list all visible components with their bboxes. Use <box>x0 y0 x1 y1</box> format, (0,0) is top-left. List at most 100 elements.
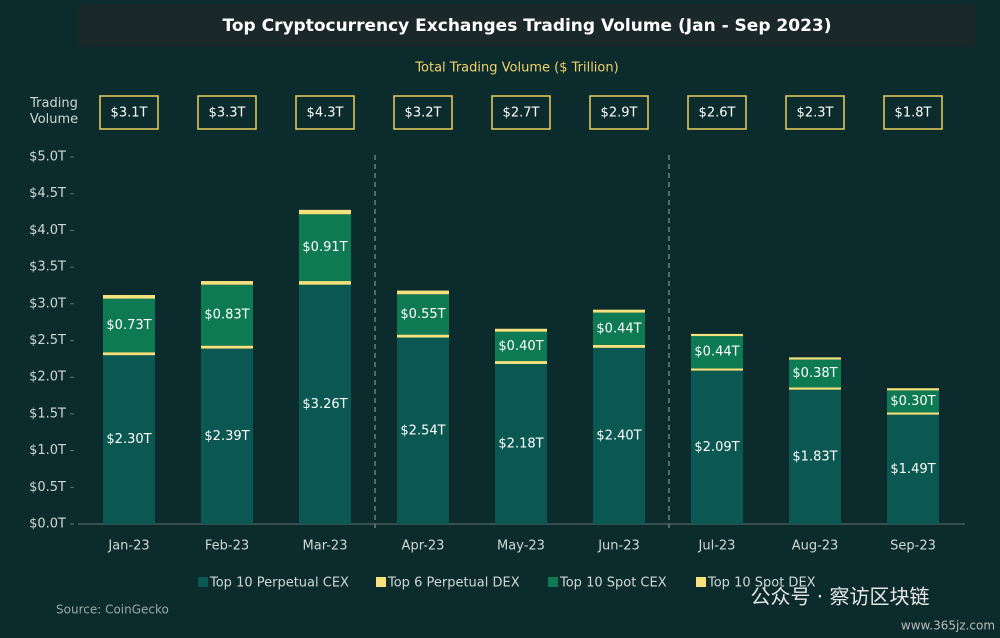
data-label: $0.30T <box>890 394 935 409</box>
data-label: $0.83T <box>204 308 249 323</box>
bar-segment <box>299 214 351 282</box>
bar-segment <box>495 331 547 362</box>
totals-label: Trading Volume <box>29 96 79 127</box>
y-tick-label: $1.5T <box>29 406 66 421</box>
bar-segment <box>789 389 841 524</box>
bar-segment <box>397 334 449 338</box>
total-box <box>295 95 355 130</box>
total-label: $2.3T <box>797 106 834 121</box>
data-label: $0.91T <box>302 240 347 255</box>
bar-segment <box>887 388 939 391</box>
data-label: $0.44T <box>694 345 739 360</box>
legend-swatch <box>376 577 386 587</box>
total-box <box>785 95 845 130</box>
bar-segment <box>299 209 351 215</box>
legend-swatch <box>696 577 706 587</box>
data-label: $2.30T <box>106 432 151 447</box>
bar-segment <box>691 333 743 337</box>
bar-segment <box>299 281 351 285</box>
chart-title: Top Cryptocurrency Exchanges Trading Vol… <box>222 16 831 36</box>
y-tick-label: $3.5T <box>29 260 66 275</box>
data-label: $1.83T <box>792 449 837 464</box>
bar-segment <box>103 352 155 356</box>
bar-segment <box>495 328 547 332</box>
y-tick-label: $0.5T <box>29 480 66 495</box>
x-tick-label: Jul-23 <box>698 539 736 554</box>
data-label: $0.73T <box>106 318 151 333</box>
total-box <box>393 95 453 130</box>
bar-segment <box>201 348 253 524</box>
total-box <box>687 95 747 130</box>
legend-label: Top 6 Perpetual DEX <box>387 576 520 591</box>
bar-segment <box>103 294 155 299</box>
watermark-url: www.365jz.com <box>901 619 995 633</box>
bar-segment <box>495 363 547 524</box>
legend-swatch <box>548 577 558 587</box>
bar-segment <box>887 390 939 413</box>
total-label: $2.6T <box>699 106 736 121</box>
data-label: $1.49T <box>890 462 935 477</box>
x-tick-label: Apr-23 <box>402 539 445 554</box>
bar-segment <box>887 414 939 524</box>
bar-segment <box>593 309 645 313</box>
y-tick-label: $3.0T <box>29 296 66 311</box>
data-label: $2.39T <box>204 429 249 444</box>
bar-segment <box>789 359 841 388</box>
bar-segment <box>397 337 449 524</box>
bar-segment <box>103 355 155 524</box>
y-tick-label: $5.0T <box>29 150 66 165</box>
bar-segment <box>691 370 743 524</box>
total-label: $2.7T <box>503 106 540 121</box>
title-bar <box>78 4 976 47</box>
bar-segment <box>691 368 743 371</box>
data-label: $0.55T <box>400 307 445 322</box>
data-label: $2.54T <box>400 423 445 438</box>
bar-segment <box>593 347 645 524</box>
data-label: $2.09T <box>694 440 739 455</box>
data-label: $3.26T <box>302 397 347 412</box>
y-tick-label: $2.0T <box>29 370 66 385</box>
total-box <box>589 95 649 130</box>
bar-segment <box>201 281 253 285</box>
source: Source: CoinGecko <box>56 603 169 617</box>
y-tick-label: $4.5T <box>29 186 66 201</box>
total-label: $2.9T <box>601 106 638 121</box>
total-label: $3.3T <box>209 106 246 121</box>
bar-segment <box>887 412 939 415</box>
bar-segment <box>397 294 449 335</box>
x-tick-label: Sep-23 <box>890 539 936 554</box>
bar-segment <box>397 290 449 295</box>
legend-label: Top 10 Spot CEX <box>559 576 667 591</box>
data-label: $0.38T <box>792 366 837 381</box>
total-label: $3.2T <box>405 106 442 121</box>
totals-label-box: Trading Volume <box>29 96 79 127</box>
legend-swatch <box>198 577 208 587</box>
total-box <box>197 95 257 130</box>
legend-label: Top 10 Spot DEX <box>707 576 816 591</box>
data-label: $2.40T <box>596 428 641 443</box>
total-box <box>883 95 943 130</box>
y-tick-label: $4.0T <box>29 223 66 238</box>
data-label: $0.44T <box>596 321 641 336</box>
total-box <box>99 95 159 130</box>
bar-segment <box>593 312 645 345</box>
x-tick-label: Jan-23 <box>107 539 149 554</box>
subtitle: Total Trading Volume ($ Trillion) <box>414 61 618 76</box>
total-box <box>491 95 551 130</box>
bar-segment <box>789 357 841 360</box>
y-tick-label: $2.5T <box>29 333 66 348</box>
bar-segment <box>103 298 155 353</box>
y-tick-label: $0.0T <box>29 517 66 532</box>
legend-label: Top 10 Perpetual CEX <box>209 576 349 591</box>
data-label: $0.40T <box>498 339 543 354</box>
total-label: $4.3T <box>307 106 344 121</box>
x-tick-label: Mar-23 <box>303 539 348 554</box>
x-tick-label: May-23 <box>497 539 545 554</box>
bar-segment <box>495 361 547 364</box>
total-label: $3.1T <box>111 106 148 121</box>
bar-segment <box>201 284 253 346</box>
bar-segment <box>789 387 841 390</box>
y-tick-label: $1.0T <box>29 443 66 458</box>
data-label: $2.18T <box>498 436 543 451</box>
